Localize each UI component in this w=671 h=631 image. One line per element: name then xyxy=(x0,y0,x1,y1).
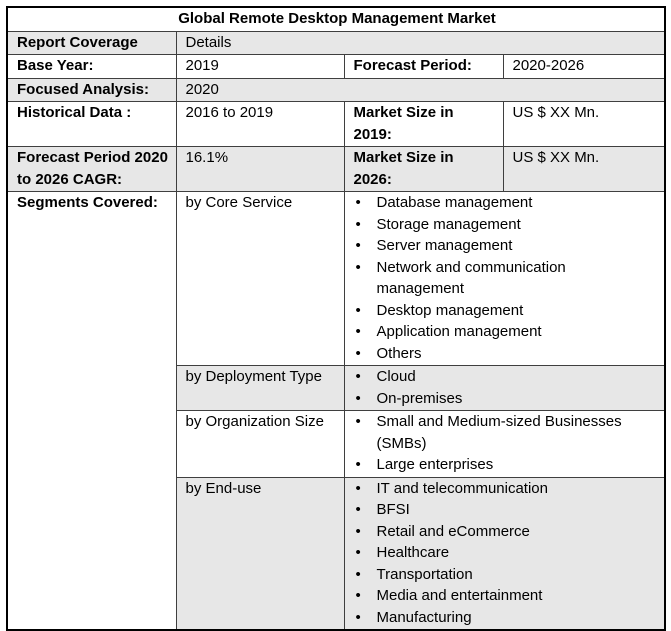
segment-item: Application management xyxy=(354,321,658,343)
historical-data-label: Historical Data : xyxy=(6,101,177,147)
segment-item: Server management xyxy=(354,235,658,257)
segment-item: Cloud xyxy=(354,367,658,388)
segment-item: Small and Medium-sized Businesses (SMBs) xyxy=(354,411,658,454)
segment-items-organization-size: Small and Medium-sized Businesses (SMBs)… xyxy=(354,411,658,476)
segment-item: On-premises xyxy=(354,388,658,410)
report-coverage-value: Details xyxy=(175,30,666,55)
title-row: Global Remote Desktop Management Market xyxy=(6,6,666,32)
segment-items-deployment-type: CloudOn-premises xyxy=(354,367,658,410)
market-size-2019-label: Market Size in 2019: xyxy=(343,101,504,147)
segment-organization-size-row: by Organization Size Small and Medium-si… xyxy=(7,410,666,478)
historical-data-row: Historical Data : 2016 to 2019 Market Si… xyxy=(6,101,666,147)
base-year-row: Base Year: 2019 Forecast Period: 2020-20… xyxy=(6,54,666,79)
segment-item: BFSI xyxy=(354,499,658,521)
segment-items-core-service-cell: Database managementStorage managementSer… xyxy=(343,191,666,366)
segment-item: Transportation xyxy=(354,564,658,586)
focused-analysis-label: Focused Analysis: xyxy=(6,77,177,102)
segment-item: Retail and eCommerce xyxy=(354,521,658,543)
market-report-table: Global Remote Desktop Management Market … xyxy=(6,6,667,631)
market-size-2026-value: US $ XX Mn. xyxy=(502,146,666,192)
table-title: Global Remote Desktop Management Market xyxy=(6,6,666,32)
segment-group-core-service: by Core Service xyxy=(175,191,345,366)
segment-item: Large enterprises xyxy=(354,454,658,476)
segment-group-deployment-type: by Deployment Type xyxy=(175,365,345,411)
segment-items-organization-size-cell: Small and Medium-sized Businesses (SMBs)… xyxy=(343,410,666,478)
segment-group-organization-size: by Organization Size xyxy=(175,410,345,478)
forecast-period-label: Forecast Period: xyxy=(343,54,504,79)
forecast-cagr-label: Forecast Period 2020 to 2026 CAGR: xyxy=(6,146,177,192)
market-size-2019-value: US $ XX Mn. xyxy=(502,101,666,147)
segment-item: Storage management xyxy=(354,214,658,236)
report-summary-page: Global Remote Desktop Management Market … xyxy=(0,6,671,631)
focused-analysis-row: Focused Analysis: 2020 xyxy=(6,77,666,102)
forecast-period-value: 2020-2026 xyxy=(502,54,666,79)
segment-core-service-row: Segments Covered: by Core Service Databa… xyxy=(6,191,666,631)
segment-items-end-use-cell: IT and telecommunicationBFSIRetail and e… xyxy=(343,476,666,631)
forecast-cagr-row: Forecast Period 2020 to 2026 CAGR: 16.1%… xyxy=(6,146,666,192)
segment-item: Network and communication management xyxy=(354,257,658,300)
segment-item: Media and entertainment xyxy=(354,585,658,607)
report-coverage-row: Report Coverage Details xyxy=(6,30,666,55)
base-year-label: Base Year: xyxy=(6,54,177,79)
segment-items-end-use: IT and telecommunicationBFSIRetail and e… xyxy=(354,478,658,629)
base-year-value: 2019 xyxy=(175,54,345,79)
segments-covered-label: Segments Covered: xyxy=(6,191,177,631)
report-coverage-label: Report Coverage xyxy=(6,30,177,55)
segment-item: Healthcare xyxy=(354,542,658,564)
segment-item: IT and telecommunication xyxy=(354,478,658,499)
segment-deployment-type-row: by Deployment Type CloudOn-premises xyxy=(7,365,666,411)
segment-item: Manufacturing xyxy=(354,607,658,629)
market-size-2026-label: Market Size in 2026: xyxy=(343,146,504,192)
segment-item: Desktop management xyxy=(354,300,658,322)
forecast-cagr-value: 16.1% xyxy=(175,146,345,192)
focused-analysis-value: 2020 xyxy=(175,77,666,102)
segment-group-end-use: by End-use xyxy=(175,476,345,631)
segment-item: Database management xyxy=(354,193,658,214)
historical-data-value: 2016 to 2019 xyxy=(175,101,345,147)
segment-items-deployment-type-cell: CloudOn-premises xyxy=(343,365,666,411)
segment-item: Others xyxy=(354,343,658,365)
segment-items-core-service: Database managementStorage managementSer… xyxy=(354,193,658,365)
